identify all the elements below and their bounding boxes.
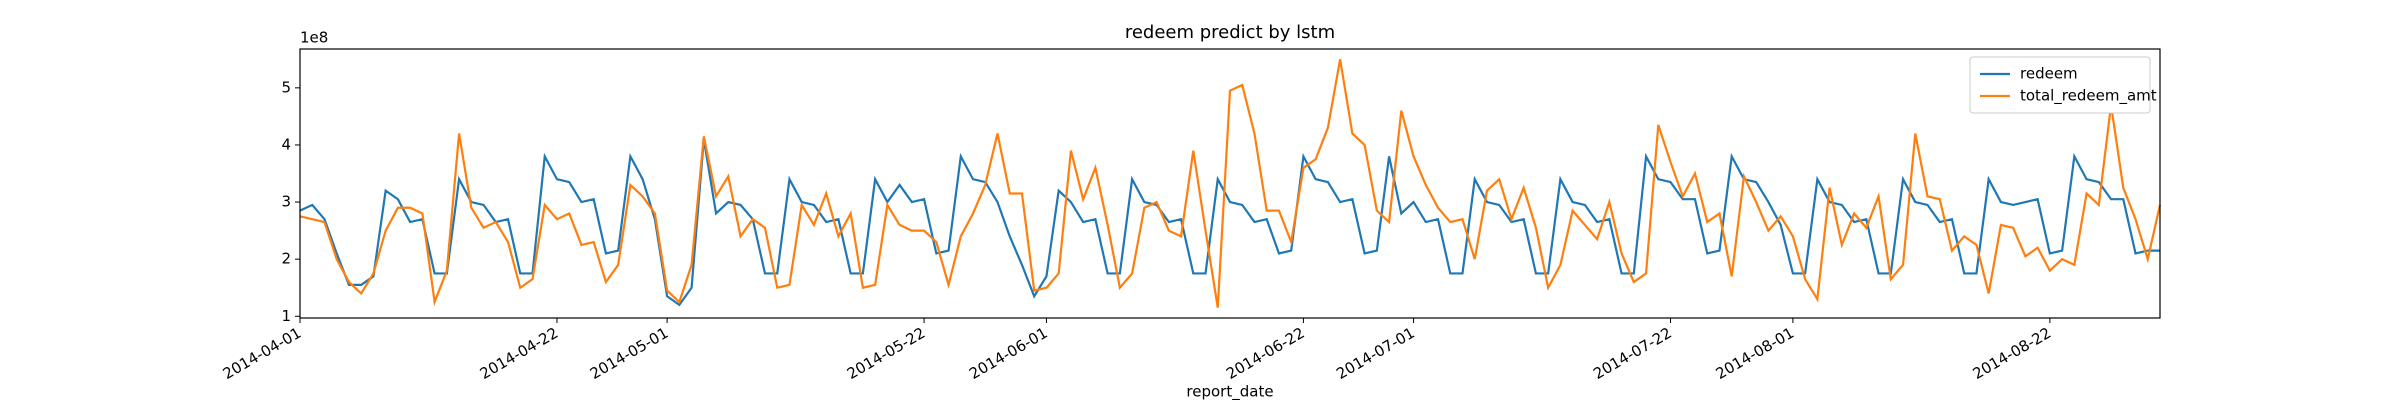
y-tick-label: 3	[281, 193, 291, 211]
series-line	[299, 59, 2162, 308]
x-tick-label: 2014-04-01	[220, 324, 305, 383]
x-tick-label: 2014-06-01	[966, 324, 1051, 383]
series-line	[299, 139, 2160, 307]
y-tick-label: 5	[281, 78, 291, 96]
x-tick-label: 2014-05-22	[844, 324, 929, 383]
legend-box	[1969, 56, 2151, 114]
y-offset-label: 1e8	[300, 29, 328, 47]
x-tick-label: 2014-06-22	[1223, 324, 1308, 383]
x-tick-label: 2014-08-01	[1713, 324, 1798, 383]
y-tick-label: 4	[281, 135, 291, 153]
axes-frame	[299, 48, 2161, 319]
x-tick-label: 2014-07-22	[1590, 324, 1675, 383]
x-tick-label: 2014-05-01	[587, 324, 672, 383]
chart-title: redeem predict by lstm	[1125, 22, 1335, 43]
x-tick-label: 2014-04-22	[477, 324, 562, 383]
legend-label: redeem	[2020, 65, 2078, 83]
x-tick-label: 2014-07-01	[1333, 324, 1418, 383]
y-tick-label: 1	[281, 307, 291, 325]
x-axis-label: report_date	[1186, 383, 1273, 400]
x-tick-label: 2014-08-22	[1970, 324, 2055, 383]
legend-label: total_redeem_amt	[2020, 87, 2157, 106]
y-tick-label: 2	[281, 250, 291, 268]
